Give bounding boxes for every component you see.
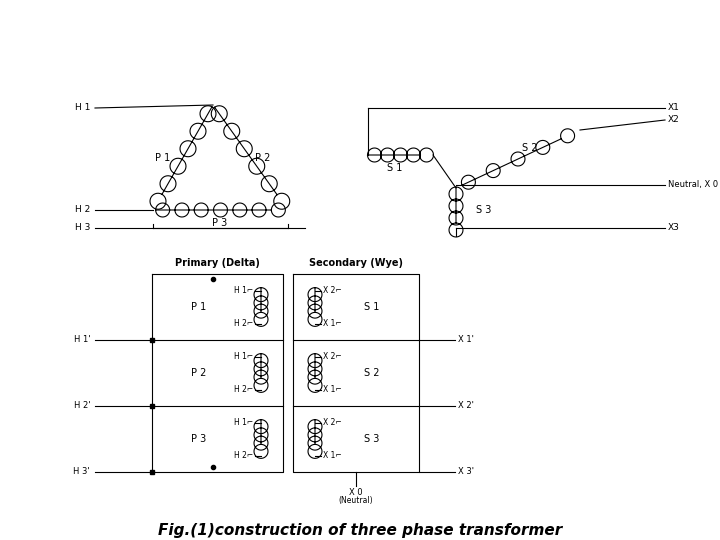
Text: X 1⌐: X 1⌐ bbox=[323, 385, 342, 394]
Text: X 2⌐: X 2⌐ bbox=[323, 286, 342, 295]
Text: P 2: P 2 bbox=[191, 368, 206, 378]
Text: H 2⌐: H 2⌐ bbox=[234, 385, 253, 394]
Text: P 1: P 1 bbox=[191, 302, 206, 312]
Text: Primary (Delta): Primary (Delta) bbox=[175, 258, 260, 268]
Text: S 2: S 2 bbox=[364, 368, 379, 378]
Text: P 1: P 1 bbox=[156, 153, 171, 163]
Text: X 2': X 2' bbox=[458, 402, 474, 410]
Text: Fig.(1)construction of three phase transformer: Fig.(1)construction of three phase trans… bbox=[158, 523, 562, 537]
Text: S 3: S 3 bbox=[476, 205, 491, 215]
Text: P 2: P 2 bbox=[256, 153, 271, 163]
Text: H 1⌐: H 1⌐ bbox=[234, 418, 253, 427]
Text: X 1': X 1' bbox=[458, 335, 474, 345]
Text: P 3: P 3 bbox=[212, 218, 228, 228]
Text: H 3': H 3' bbox=[73, 468, 90, 476]
Text: S 1: S 1 bbox=[387, 163, 402, 173]
Text: Neutral, X 0: Neutral, X 0 bbox=[668, 180, 718, 190]
Text: X2: X2 bbox=[668, 116, 680, 125]
Text: X1: X1 bbox=[668, 104, 680, 112]
Text: X 3': X 3' bbox=[458, 468, 474, 476]
Text: X 1⌐: X 1⌐ bbox=[323, 319, 342, 328]
Text: S 2: S 2 bbox=[522, 143, 538, 153]
Text: H 2⌐: H 2⌐ bbox=[234, 451, 253, 460]
Text: H 1: H 1 bbox=[75, 104, 90, 112]
Text: X 2⌐: X 2⌐ bbox=[323, 352, 342, 361]
Text: X3: X3 bbox=[668, 224, 680, 233]
Text: X 2⌐: X 2⌐ bbox=[323, 418, 342, 427]
Text: S 1: S 1 bbox=[364, 302, 379, 312]
Text: H 1': H 1' bbox=[73, 335, 90, 345]
Text: S 3: S 3 bbox=[364, 434, 379, 444]
Text: H 2': H 2' bbox=[73, 402, 90, 410]
Text: X 0: X 0 bbox=[349, 488, 363, 497]
Text: (Neutral): (Neutral) bbox=[338, 496, 373, 505]
Text: Secondary (Wye): Secondary (Wye) bbox=[309, 258, 403, 268]
Text: H 2: H 2 bbox=[75, 206, 90, 214]
Text: H 2⌐: H 2⌐ bbox=[234, 319, 253, 328]
Text: P 3: P 3 bbox=[191, 434, 206, 444]
Text: H 3: H 3 bbox=[75, 224, 90, 233]
Text: X 1⌐: X 1⌐ bbox=[323, 451, 342, 460]
Text: H 1⌐: H 1⌐ bbox=[234, 352, 253, 361]
Text: H 1⌐: H 1⌐ bbox=[234, 286, 253, 295]
